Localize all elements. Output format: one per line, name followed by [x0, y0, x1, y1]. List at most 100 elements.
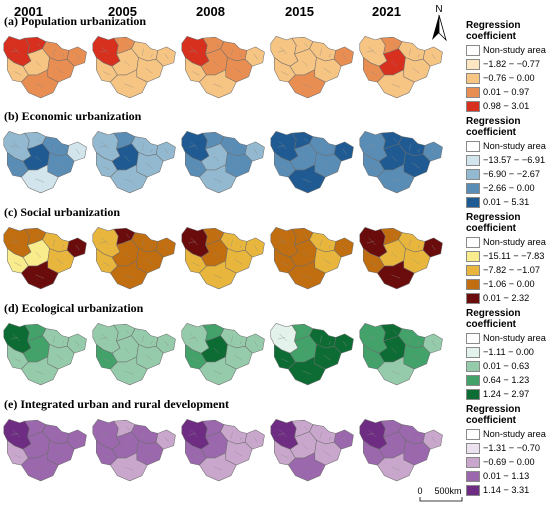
legend-item: −1.11 − 0.00 — [466, 345, 550, 359]
legend-item: 0.01 − 0.97 — [466, 85, 550, 99]
county-boundaries — [99, 138, 169, 183]
map-panel-b-2021 — [359, 131, 443, 194]
county-boundaries — [10, 234, 80, 279]
legend-item: −2.66 − 0.00 — [466, 181, 550, 195]
map-panel-c-2015 — [270, 227, 354, 290]
legend-title: Regression coefficient — [466, 116, 521, 138]
legend-swatch — [466, 236, 480, 248]
map-region — [377, 164, 415, 194]
county-boundaries — [277, 43, 347, 88]
map-panel-e-2001 — [3, 419, 87, 482]
legend-label: 0.01 − 2.32 — [483, 293, 530, 303]
legend-item: Non-study area — [466, 331, 550, 345]
county-boundaries — [366, 234, 436, 279]
map-region — [199, 452, 237, 482]
year-header-2015: 2015 — [285, 4, 314, 19]
legend-swatch — [466, 154, 480, 166]
panel-b-title: (b) Economic urbanization — [4, 109, 142, 123]
county-boundaries — [366, 426, 436, 471]
county-boundaries — [99, 234, 169, 279]
legend-item: Non-study area — [466, 235, 550, 249]
legend-panel-d: Regression coefficient Non-study area −1… — [466, 308, 550, 401]
map-region — [21, 260, 59, 290]
legend-item: −0.69 − 0.00 — [466, 455, 550, 469]
legend-label: −15.11 − −7.83 — [483, 251, 545, 261]
map-panel-d-2015 — [270, 323, 354, 386]
map-region — [110, 164, 148, 194]
legend-label: −1.11 − 0.00 — [483, 347, 534, 357]
panel-d-title: (d) Ecological urbanization — [4, 301, 144, 315]
legend-item: −1.06 − 0.00 — [466, 277, 550, 291]
legend-label: −6.90 − −2.67 — [483, 169, 540, 179]
panel-c-title: (c) Social urbanization — [4, 205, 120, 219]
legend-item: −13.57 − −6.91 — [466, 153, 550, 167]
map-region — [377, 260, 415, 290]
year-header-2008: 2008 — [196, 4, 225, 19]
legend-label: 0.98 − 3.01 — [483, 101, 530, 111]
map-region — [110, 260, 148, 290]
legend-item: 0.64 − 1.23 — [466, 373, 550, 387]
legend-label: 1.14 − 3.31 — [483, 485, 530, 495]
map-panel-e-2021 — [359, 419, 443, 482]
legend-title: Regression coefficient — [466, 308, 521, 330]
map-panel-d-2008 — [181, 323, 265, 386]
legend-item: −7.82 − −1.07 — [466, 263, 550, 277]
map-region — [199, 356, 237, 386]
legend-label: −1.06 − 0.00 — [483, 279, 535, 289]
legend-title: Regression coefficient — [466, 404, 521, 426]
county-boundaries — [10, 138, 80, 183]
legend-item: Non-study area — [466, 139, 550, 153]
legend-label: −7.82 − −1.07 — [483, 265, 540, 275]
map-region — [199, 69, 237, 99]
legend-label: 0.01 − 0.63 — [483, 361, 530, 371]
legend-label: 0.01 − 5.31 — [483, 197, 530, 207]
legend-swatch — [466, 388, 480, 400]
legend-swatch — [466, 442, 480, 454]
legend-swatch — [466, 374, 480, 386]
map-panel-a-2015 — [270, 36, 354, 99]
legend-label: Non-study area — [483, 429, 546, 439]
legend-label: −2.66 − 0.00 — [483, 183, 535, 193]
map-panel-a-2008 — [181, 36, 265, 99]
map-panel-d-2001 — [3, 323, 87, 386]
map-region — [288, 260, 326, 290]
legend-swatch — [466, 470, 480, 482]
legend-swatch — [466, 250, 480, 262]
county-boundaries — [277, 426, 347, 471]
map-region — [21, 452, 59, 482]
map-region — [288, 356, 326, 386]
county-boundaries — [366, 138, 436, 183]
legend-swatch — [466, 346, 480, 358]
scale-start-label: 0 — [417, 486, 422, 496]
legend-item: −15.11 − −7.83 — [466, 249, 550, 263]
scale-bar: 0 500km — [417, 486, 463, 502]
map-region — [377, 69, 415, 99]
map-panel-c-2001 — [3, 227, 87, 290]
legend-swatch — [466, 360, 480, 372]
legend-item: 0.01 − 0.63 — [466, 359, 550, 373]
legend-item: −1.82 − −0.77 — [466, 57, 550, 71]
map-region — [110, 69, 148, 99]
map-panel-a-2021 — [359, 36, 443, 99]
map-panel-d-2005 — [92, 323, 176, 386]
map-region — [21, 356, 59, 386]
legend-panel-a: Regression coefficient Non-study area −1… — [466, 20, 550, 113]
legend-item: Non-study area — [466, 43, 550, 57]
legend-label: Non-study area — [483, 333, 546, 343]
county-boundaries — [277, 138, 347, 183]
north-arrow-icon: N — [432, 4, 447, 42]
legend-title: Regression coefficient — [466, 20, 521, 42]
legend-panel-c: Regression coefficient Non-study area −1… — [466, 212, 550, 305]
legend-item: −6.90 − −2.67 — [466, 167, 550, 181]
map-panel-b-2001 — [3, 131, 87, 194]
legend-label: −1.82 − −0.77 — [483, 59, 540, 69]
map-region — [288, 452, 326, 482]
map-panel-d-2021 — [359, 323, 443, 386]
map-panel-e-2008 — [181, 419, 265, 482]
legend-panel-b: Regression coefficient Non-study area −1… — [466, 116, 550, 209]
year-header-2005: 2005 — [108, 4, 137, 19]
map-panel-b-2005 — [92, 131, 176, 194]
panel-a-title: (a) Population urbanization — [4, 14, 147, 28]
legend-swatch — [466, 58, 480, 70]
legend-swatch — [466, 182, 480, 194]
